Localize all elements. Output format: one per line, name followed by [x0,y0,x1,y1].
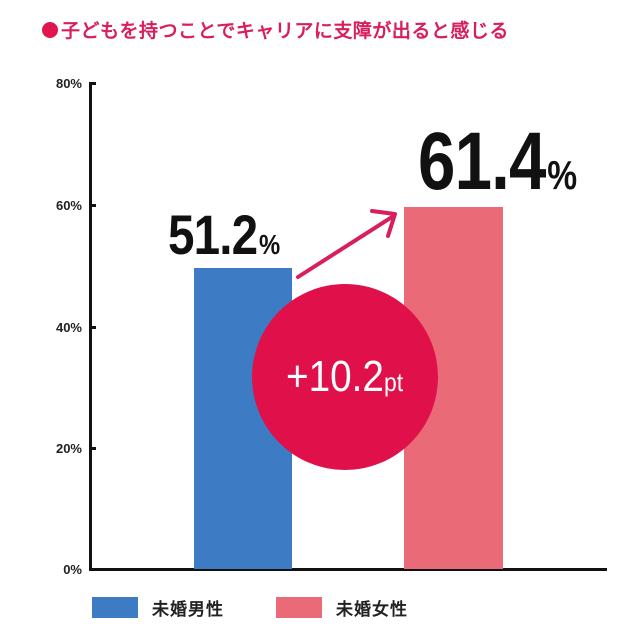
difference-badge: +10.2pt [252,284,438,470]
legend-label-female: 未婚女性 [336,599,408,620]
legend-item-male: 未婚男性 [92,596,224,620]
chart-title: 子どもを持つことでキャリアに支障が出ると感じる [42,16,509,43]
bullet-dot-icon [42,22,58,38]
y-tick-label-20: 20% [55,441,82,456]
legend-item-female: 未婚女性 [276,596,408,620]
legend-swatch-male [92,596,138,618]
value-male-number: 51.2 [168,203,258,266]
y-tick-label-80: 80% [55,76,82,91]
y-tick-20 [89,447,96,450]
y-tick-80 [89,82,96,85]
difference-value: +10.2 [286,352,385,401]
y-tick-60 [89,204,96,207]
difference-unit: pt [384,367,404,397]
y-tick-40 [89,326,96,329]
x-axis-line [89,568,607,571]
value-label-female: 61.4% [418,121,577,203]
value-label-male: 51.2% [168,207,280,263]
legend-swatch-female [276,596,322,618]
y-tick-label-60: 60% [55,198,82,213]
value-male-unit: % [258,229,280,260]
legend-label-male: 未婚男性 [152,599,224,620]
value-female-unit: % [547,152,577,198]
y-tick-label-40: 40% [55,320,82,335]
value-female-number: 61.4 [418,116,546,207]
chart-title-text: 子どもを持つことでキャリアに支障が出ると感じる [61,20,509,42]
y-tick-label-0: 0% [63,562,82,577]
